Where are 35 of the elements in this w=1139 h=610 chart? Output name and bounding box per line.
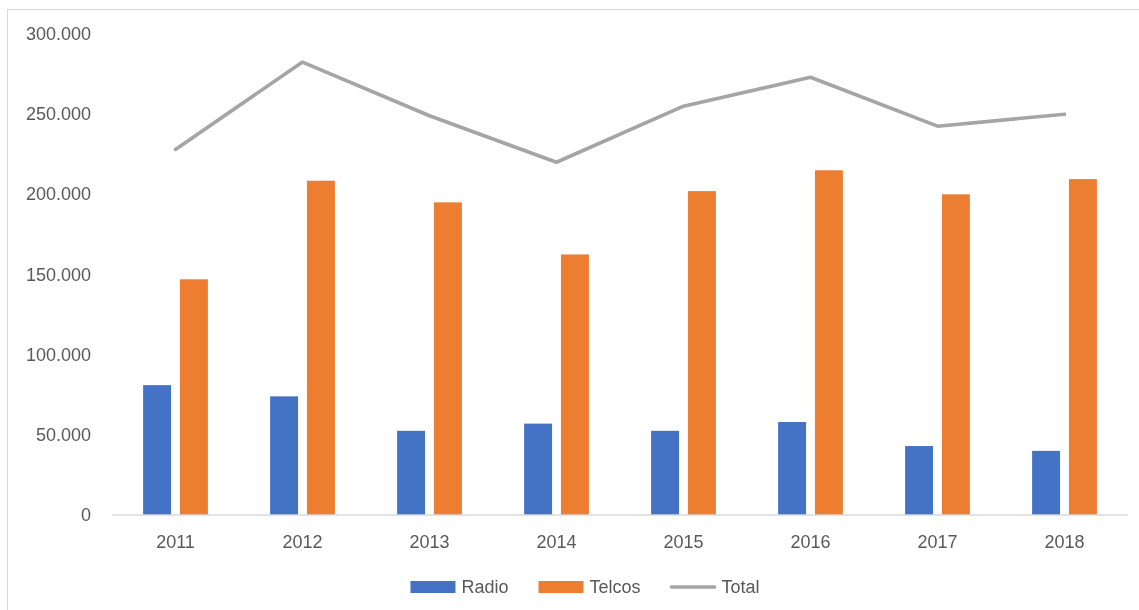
bar — [651, 430, 680, 515]
y-tick-label: 50.000 — [35, 424, 91, 445]
bar — [814, 170, 843, 515]
bar — [1032, 450, 1061, 515]
legend-label: Total — [721, 577, 760, 597]
bar — [306, 180, 335, 515]
bar — [778, 422, 807, 515]
x-tick-label: 2012 — [282, 532, 323, 552]
bar — [941, 194, 970, 515]
bar — [1068, 179, 1097, 515]
x-tick-label: 2011 — [156, 532, 195, 552]
x-tick-label: 2014 — [536, 532, 577, 552]
x-tick-label: 2017 — [917, 532, 958, 552]
x-tick-label: 2015 — [663, 532, 704, 552]
bar — [560, 254, 589, 515]
legend-label: Radio — [461, 577, 509, 597]
bar — [179, 279, 208, 515]
bar — [270, 396, 299, 515]
y-tick-label: 300.000 — [25, 24, 91, 44]
bar — [397, 430, 426, 515]
legend-label: Telcos — [589, 577, 641, 597]
line-series — [173, 60, 1067, 165]
y-tick-label: 0 — [80, 505, 91, 525]
bar — [905, 446, 934, 515]
x-tick-label: 2016 — [790, 532, 831, 552]
y-tick-label: 250.000 — [25, 104, 91, 125]
y-tick-label: 150.000 — [25, 264, 91, 285]
y-tick-label: 100.000 — [25, 344, 91, 365]
bar — [433, 202, 462, 515]
x-tick-label: 2018 — [1044, 532, 1085, 552]
bar — [687, 191, 716, 515]
bar — [143, 385, 172, 515]
y-tick-label: 200.000 — [25, 184, 91, 205]
x-tick-label: 2013 — [409, 532, 450, 552]
bar — [524, 423, 553, 515]
